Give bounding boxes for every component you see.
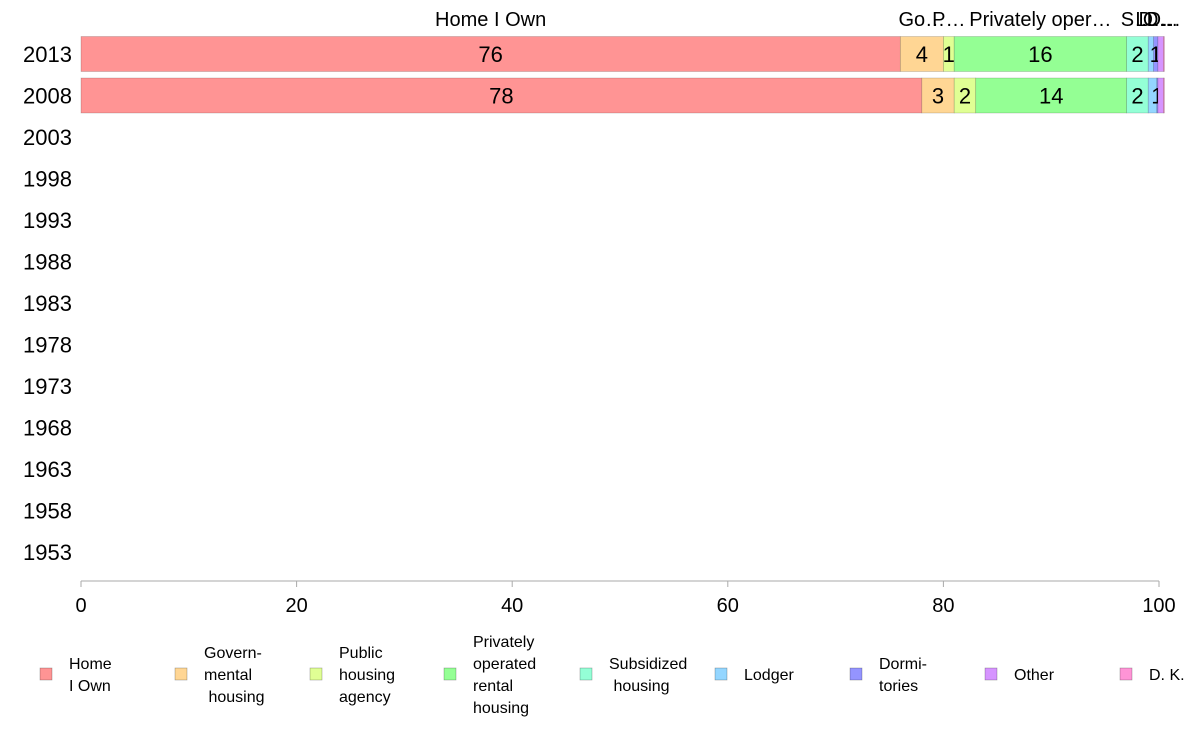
series-top-label: O… bbox=[1143, 9, 1179, 31]
y-axis-labels: 2013 2008 2003 1998 1993 1988 1983 1978 1973 1968… bbox=[23, 42, 72, 565]
bar-segment bbox=[80, 77, 923, 114]
bar-value-label: 2 bbox=[959, 84, 971, 109]
bar-segment bbox=[1163, 77, 1165, 114]
bar-value-label: 16 bbox=[1028, 42, 1052, 67]
legend-label: D. K. bbox=[1149, 667, 1185, 684]
legend-label: Govern-mental housing bbox=[204, 645, 265, 706]
x-tick-label: 80 bbox=[932, 595, 954, 617]
legend-swatch bbox=[984, 667, 998, 681]
series-top-label: L… bbox=[1135, 9, 1166, 31]
bar-value-label: 1 bbox=[943, 42, 955, 67]
bar-value-label: 4 bbox=[916, 42, 928, 67]
x-axis: 0 20 40 60 80 100 bbox=[75, 580, 1176, 617]
x-tick-label: 20 bbox=[285, 595, 307, 617]
bar-value-label: 76 bbox=[478, 42, 502, 67]
legend-swatch bbox=[39, 667, 53, 681]
y-tick-label: 1973 bbox=[23, 374, 72, 399]
bar-value-label: 2 bbox=[1131, 84, 1143, 109]
x-tick-label: 100 bbox=[1142, 595, 1175, 617]
x-tick-label: 0 bbox=[75, 595, 86, 617]
legend-label: Lodger bbox=[744, 667, 794, 684]
legend-label: Dormi-tories bbox=[879, 656, 927, 695]
y-tick-label: 1983 bbox=[23, 291, 72, 316]
y-tick-label: 1998 bbox=[23, 167, 72, 192]
x-tick-label: 60 bbox=[717, 595, 739, 617]
y-tick-label: 1993 bbox=[23, 208, 72, 233]
y-tick-label: 2013 bbox=[23, 42, 72, 67]
legend-swatch bbox=[579, 667, 593, 681]
bar-segment bbox=[975, 77, 1127, 114]
legend: Home I Own Govern-mental housing Public hous… bbox=[39, 634, 1185, 717]
y-tick-label: 1963 bbox=[23, 457, 72, 482]
bars: 76 4 1 16 2 178 3 2 14 2 1 bbox=[80, 36, 1165, 114]
legend-label: Other bbox=[1014, 667, 1055, 684]
x-tick-label: 40 bbox=[501, 595, 523, 617]
series-top-label: Privately oper… bbox=[969, 9, 1111, 31]
legend-swatch bbox=[309, 667, 323, 681]
y-tick-label: 1978 bbox=[23, 333, 72, 358]
bar-segment bbox=[953, 36, 1127, 72]
bar-segment bbox=[1163, 36, 1165, 72]
bar-segment bbox=[899, 36, 944, 72]
y-tick-label: 1968 bbox=[23, 416, 72, 441]
bar-value-label: 14 bbox=[1039, 84, 1063, 109]
legend-swatch bbox=[1119, 667, 1133, 681]
legend-label: Privately operated rental housing bbox=[473, 634, 536, 717]
y-tick-label: 2003 bbox=[23, 125, 72, 150]
legend-label: Subsidized housing bbox=[609, 656, 687, 695]
series-top-label: D… bbox=[1147, 9, 1181, 31]
legend-swatch bbox=[443, 667, 457, 681]
series-top-labels: Home I Own Go…P… Privately oper… S…L…D…O…D… bbox=[435, 9, 1181, 31]
y-tick-label: 1958 bbox=[23, 499, 72, 524]
bar-segment bbox=[1157, 77, 1164, 114]
y-tick-label: 2008 bbox=[23, 84, 72, 109]
legend-swatch bbox=[714, 667, 728, 681]
legend-swatch bbox=[849, 667, 863, 681]
legend-label: Public housing agency bbox=[339, 645, 395, 706]
series-top-label: Go… bbox=[898, 9, 945, 31]
bar-value-label: 3 bbox=[932, 84, 944, 109]
series-top-label: Home I Own bbox=[435, 9, 546, 31]
legend-label: Home I Own bbox=[69, 656, 112, 695]
bar-value-label: 78 bbox=[489, 84, 513, 109]
series-top-label: S… bbox=[1121, 9, 1154, 31]
series-top-label: P… bbox=[932, 9, 965, 31]
legend-swatch bbox=[174, 667, 188, 681]
y-tick-label: 1988 bbox=[23, 250, 72, 275]
bar-segment bbox=[80, 36, 901, 72]
series-top-label: D… bbox=[1139, 9, 1173, 31]
y-tick-label: 1953 bbox=[23, 540, 72, 565]
bar-value-label: 2 bbox=[1131, 42, 1143, 67]
bar-segment bbox=[1157, 36, 1164, 72]
